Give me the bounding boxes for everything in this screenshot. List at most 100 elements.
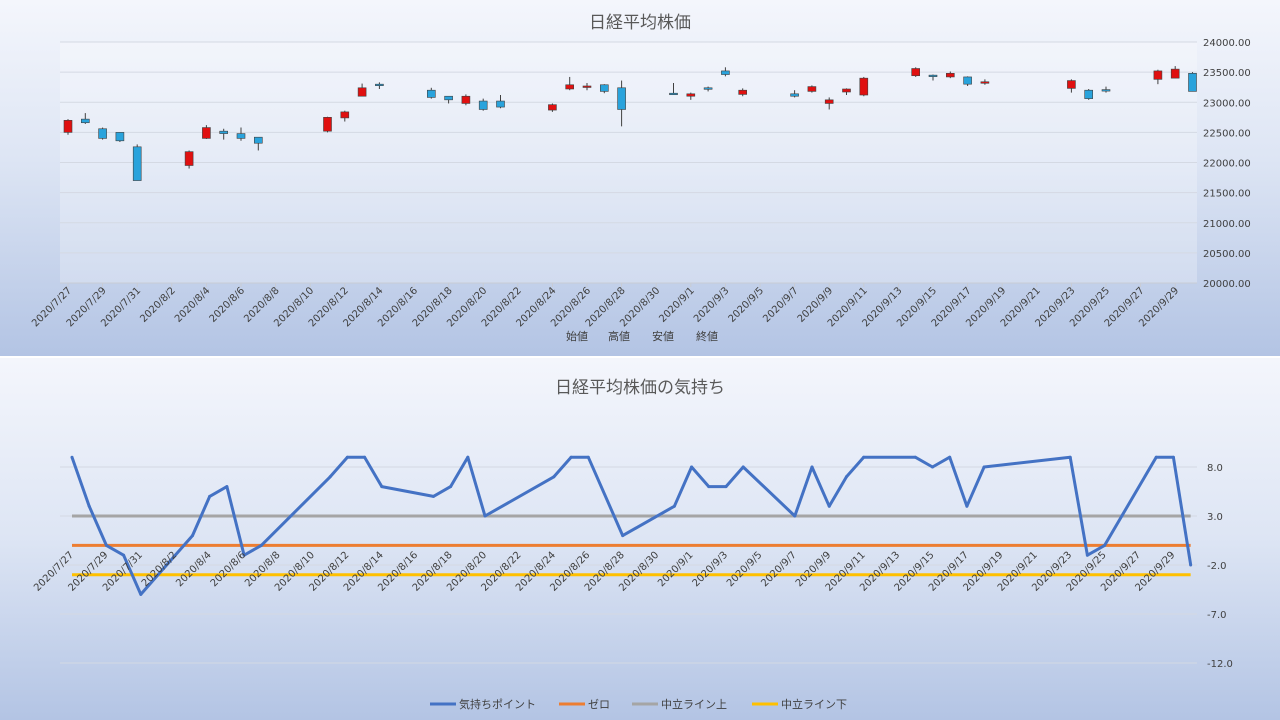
data-point (208, 494, 212, 498)
candle-body (565, 84, 575, 90)
data-point (724, 485, 728, 489)
candle (202, 125, 211, 140)
y-tick-label: 20500.00 (1203, 249, 1251, 260)
y-tick-label: 21000.00 (1203, 219, 1251, 230)
candle (928, 74, 938, 81)
candle-body (790, 93, 799, 97)
legend-label: 中立ライン下 (781, 697, 847, 711)
candle-body (478, 100, 488, 110)
candle-body (63, 120, 73, 133)
y-tick-label: 3.0 (1207, 512, 1223, 523)
candle (426, 87, 436, 99)
data-point (948, 455, 952, 459)
y-tick-label: 8.0 (1207, 463, 1223, 474)
x-tick-label: 2020/9/1 (657, 285, 697, 325)
candle (807, 85, 817, 93)
candle (1067, 79, 1076, 93)
candle-body (219, 130, 228, 134)
candle-body (1153, 70, 1163, 80)
candle-body (323, 117, 332, 132)
candle (81, 113, 90, 124)
candle (98, 127, 107, 140)
data-point (552, 475, 556, 479)
candle (1170, 66, 1180, 79)
candle (254, 136, 263, 151)
legend-label: 始値 (566, 329, 588, 343)
data-point (139, 592, 143, 596)
data-point (586, 455, 590, 459)
candle-body (340, 111, 350, 119)
candle-body (1170, 68, 1180, 79)
x-tick-label: 2020/9/7 (761, 285, 801, 325)
x-tick-label: 2020/8/6 (208, 285, 248, 325)
data-point (844, 475, 848, 479)
candle-body (911, 68, 921, 77)
candle-body (98, 128, 107, 139)
candlestick-chart-panel: 日経平均株価 20000.00 20500.00 21000.00 21500.00 2… (0, 0, 1280, 356)
x-tick-label: 2020/9/7 (759, 550, 799, 590)
candle-body (617, 87, 626, 110)
chart-title: 日経平均株価の気持ち (555, 378, 725, 398)
x-tick-label: 2020/9/1 (656, 550, 696, 590)
candle (669, 82, 678, 96)
x-tick-label: 2020/9/5 (725, 550, 765, 590)
candle (980, 79, 990, 85)
candle (790, 90, 799, 98)
x-tick-label: 2020/9/3 (692, 285, 732, 325)
y-tick-label: 21500.00 (1203, 189, 1251, 200)
legend-label: 気持ちポイント (459, 697, 536, 711)
data-point (569, 455, 573, 459)
legend-label: ゼロ (588, 698, 610, 711)
candle-body (81, 118, 90, 124)
data-point (931, 465, 934, 469)
data-point (259, 543, 263, 547)
candle-body (1101, 89, 1111, 92)
candle (721, 67, 730, 77)
data-point (707, 485, 711, 489)
data-point (810, 465, 814, 469)
candle-body (980, 81, 990, 84)
candle-body (721, 70, 730, 75)
candle-body (738, 89, 748, 95)
candle (548, 103, 557, 112)
candle-body (375, 83, 384, 86)
data-point (242, 553, 246, 557)
data-point (363, 455, 367, 459)
data-point (431, 494, 435, 498)
candle (911, 67, 921, 77)
x-tick-label: 2020/9/3 (691, 550, 731, 590)
candle-body (202, 127, 211, 139)
candle (842, 88, 851, 96)
y-tick-label: 22500.00 (1203, 128, 1251, 139)
candle-body (1188, 73, 1197, 92)
candle-body (963, 76, 972, 85)
candle (1188, 72, 1197, 92)
candle (738, 88, 748, 97)
data-point (328, 475, 332, 479)
x-tick-label: 2020/9/5 (727, 285, 767, 325)
candle-body (807, 86, 817, 92)
candle (582, 82, 592, 91)
candle (824, 97, 834, 110)
data-point (1068, 455, 1072, 459)
candle-body (686, 93, 696, 97)
candle-body (461, 95, 471, 104)
data-point (913, 455, 917, 459)
data-point (827, 504, 831, 508)
data-point (672, 504, 676, 508)
candle (963, 76, 972, 86)
candle-body (357, 87, 367, 97)
candle (115, 132, 125, 143)
candle-body (669, 92, 678, 96)
candle-body (842, 88, 851, 93)
data-point (982, 465, 986, 469)
candle-body (426, 89, 436, 98)
candle (375, 82, 384, 89)
candle (236, 127, 246, 141)
data-point (690, 465, 694, 469)
data-point (466, 455, 470, 459)
y-tick-label: 20000.00 (1203, 279, 1251, 290)
candle-body (703, 87, 713, 90)
candle-body (115, 132, 125, 142)
candle-body (859, 77, 869, 96)
